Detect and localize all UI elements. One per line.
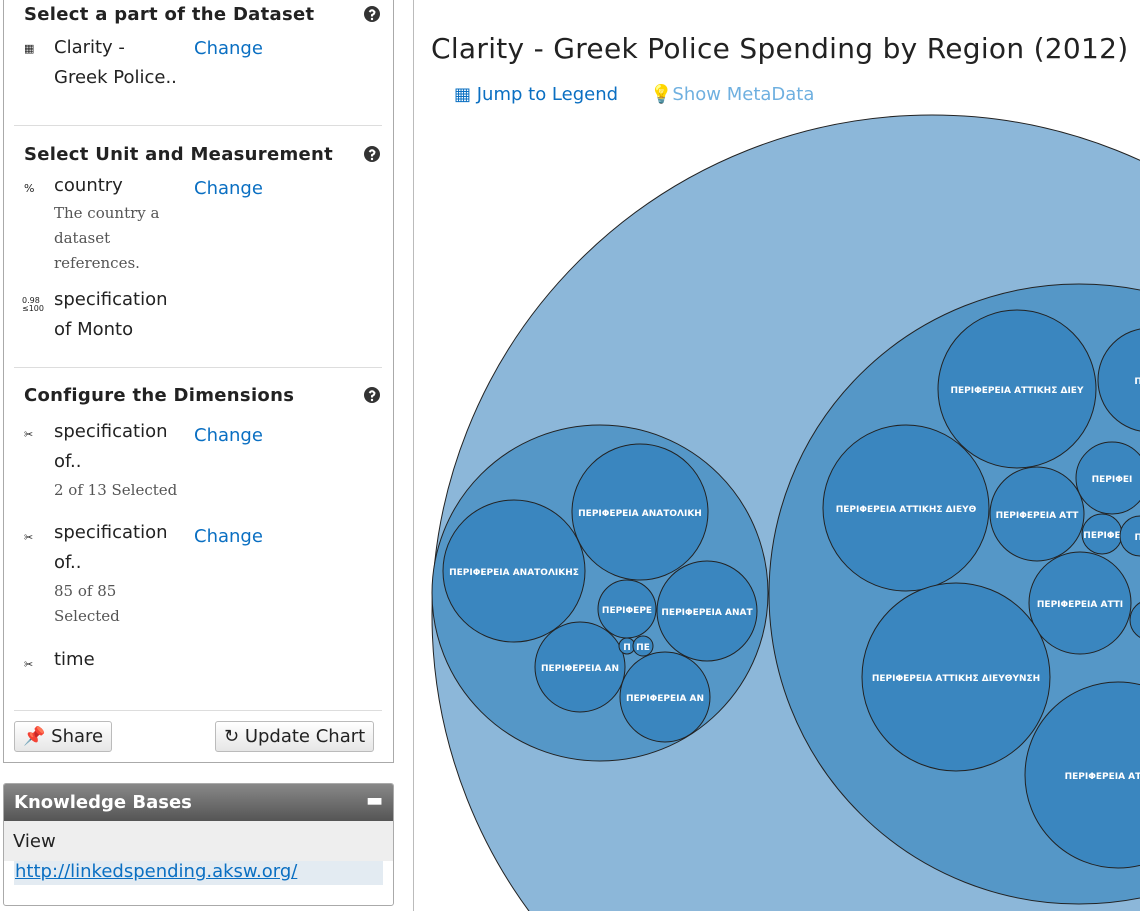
knowledge-panel: Knowledge Bases ▬ View http://linkedspend…: [3, 783, 394, 906]
separator: [14, 125, 382, 126]
measure: specification: [54, 289, 168, 310]
status: 85 of 85: [54, 582, 117, 600]
icon: ✂: [24, 428, 34, 441]
label[interactable]: Jump to Legend: [476, 84, 619, 105]
label[interactable]: Show MetaData: [672, 84, 815, 105]
url[interactable]: http://linkedspending.aksw.org/: [15, 861, 298, 882]
bubble: [571, 443, 709, 581]
bubble-chart: ΠΕΡΙΦΕΡΕΙΑ ΑΝΑΤΟΛΙΚΗΣ ΠΕΡΙΦΕΡΕΙΑ ΑΝΑΤΟΛΙΚ…: [431, 114, 1140, 911]
dimension: of..: [54, 552, 82, 573]
bubble-label: ΠΕΡΙΦΕ: [1083, 531, 1120, 541]
view: View: [4, 821, 393, 861]
kb-link[interactable]: http://linkedspending.aksw.org/: [14, 861, 383, 885]
help-icon[interactable]: [364, 146, 380, 162]
bubble: [1075, 441, 1140, 515]
desc: The country a: [54, 204, 160, 222]
bubble: [1028, 551, 1132, 655]
icon: ▦: [24, 42, 35, 55]
bubble-label: ΠΕΡΙΦΕΡΕ: [602, 606, 652, 616]
share-button[interactable]: 📌 Share: [14, 721, 113, 752]
bubble: [1097, 328, 1140, 432]
bubble-label: ΠΕΡΙΦΕΡΕΙΑ ΑΤΤ: [996, 511, 1080, 521]
separator: [14, 367, 382, 368]
unit: country: [54, 175, 123, 196]
bubble-label: ΠΕΡΙΦΕΡΕΙΑ ΑΤΤΙ: [1037, 600, 1123, 610]
dataset-name: Greek Police..: [54, 67, 177, 88]
bubble-label: ΠΕΡΙΦΕΡΕΙΑ ΑΝΑΤΟΛΙΚΗΣ: [449, 568, 579, 578]
bubble: [442, 499, 586, 643]
help-icon[interactable]: [364, 387, 380, 403]
bubble: [822, 424, 990, 592]
bubble: [1119, 515, 1140, 557]
dimension: of..: [54, 451, 82, 472]
help-icon[interactable]: [364, 6, 380, 22]
bubble-label: ΠΕΡΙΦΕΙ: [1092, 475, 1133, 485]
bubble-label: ΠΕΡΙΦΕΡΕΙΑ ΑΤΤΙΚΗΣ ΔΙΕΥ: [951, 386, 1084, 396]
bubble: [656, 560, 758, 662]
label: Share: [51, 726, 104, 747]
icon: ✂: [24, 658, 34, 671]
update-button[interactable]: ↻ Update Chart: [215, 721, 375, 752]
bubble-label: ΠΕΡΙΦ: [1134, 377, 1140, 387]
bubble-label: Π: [623, 643, 631, 653]
change-link[interactable]: Change: [194, 178, 263, 199]
heading: Select a part of the Dataset: [24, 4, 315, 25]
bubble: [989, 466, 1085, 562]
bubble: [1024, 681, 1140, 869]
label: Update Chart: [244, 726, 366, 747]
icon: ✂: [24, 531, 34, 544]
bubble: [619, 651, 711, 743]
panel-title: Knowledge Bases: [14, 792, 192, 813]
heading: Select Unit and Measurement: [24, 144, 334, 165]
status: Selected: [54, 607, 120, 625]
panel-header: Knowledge Bases ▬: [4, 784, 393, 821]
bubble: [937, 309, 1097, 469]
bubble-label: ΠΕΡΙΦΕΡΕΙΑ ΑΤΤΙΚΗΣ ΔΙΕΥΘ: [836, 505, 977, 515]
bubble-label: ΠΕΡΙΦΕΡΕΙΑ ΑΝΑΤΟΛΙΚΗ: [578, 509, 702, 519]
bubble: [632, 635, 654, 657]
heading: Configure the Dimensions: [24, 385, 295, 406]
bubble: [534, 621, 626, 713]
bubble-label: ΠΕΡΙΦΕΡΕΙΑ ΑΝ: [541, 664, 619, 674]
bubble-label: ΠΙ: [1135, 533, 1140, 543]
dimension: time: [54, 649, 95, 670]
sidebar: [3, 0, 394, 763]
dataset-name: Clarity -: [54, 37, 125, 58]
measure: of Monto: [54, 319, 134, 340]
status: 2 of 13 Selected: [54, 481, 178, 499]
divider: [413, 0, 414, 911]
change-link[interactable]: Change: [194, 526, 263, 547]
desc: references.: [54, 254, 140, 272]
change-link[interactable]: Change: [194, 38, 263, 59]
icon: 0.98 ≤100: [22, 296, 44, 313]
bubble: [861, 582, 1051, 772]
chart-title: Clarity - Greek Police Spending by Regio…: [431, 32, 1129, 65]
jump-legend[interactable]: ▦ Jump to Legend: [454, 84, 619, 105]
dimension: specification: [54, 421, 168, 442]
bubble-label: ΠΕΡΙΦΕΡΕΙΑ ΑΤΤΙΚΗΣ: [1065, 772, 1140, 782]
change-link[interactable]: Change: [194, 425, 263, 446]
collapse[interactable]: ▬: [365, 790, 383, 811]
separator: [14, 710, 382, 711]
bubble-label: ΠΕΡΙΦΕΡΕΙΑ ΑΝ: [626, 694, 704, 704]
bubble-label: ΠΕΡΙΦΕΡΕΙΑ ΑΝΑΤ: [661, 608, 753, 618]
bubble: [1129, 602, 1140, 638]
dimension: specification: [54, 522, 168, 543]
bubble-label: ΠΕΡΙΦΕΡΕΙΑ ΑΤΤΙΚΗΣ ΔΙΕΥΘΥΝΣΗ: [872, 674, 1040, 684]
desc: dataset: [54, 229, 111, 247]
show-meta[interactable]: 💡Show MetaData: [650, 84, 815, 105]
icon: %: [24, 182, 35, 195]
bubble-label: ΠΕ: [636, 643, 650, 653]
